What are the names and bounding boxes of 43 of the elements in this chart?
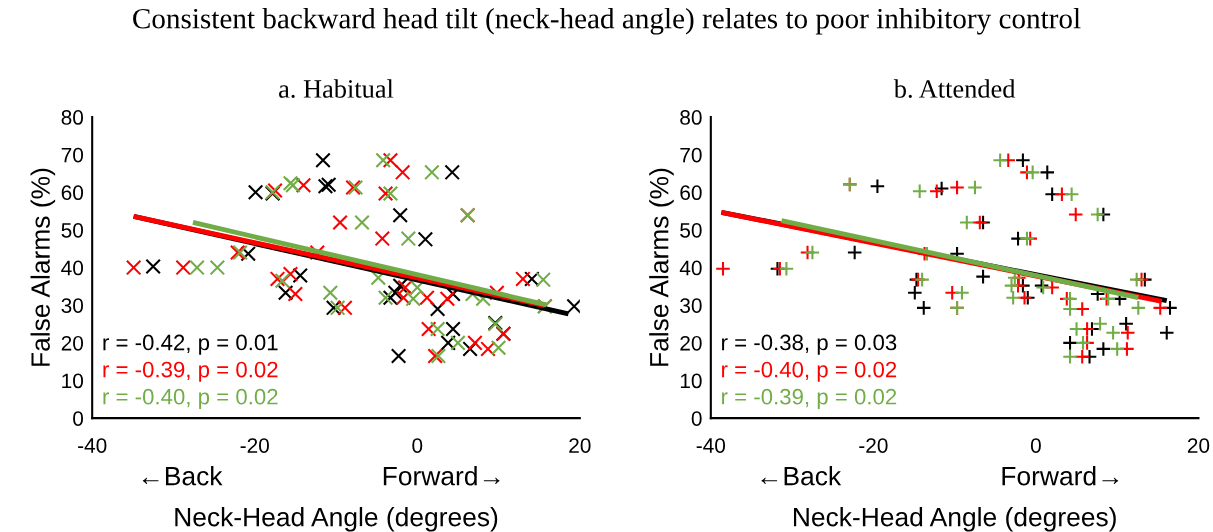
y-tick-label: 70 — [61, 147, 84, 163]
y-tick-label: 80 — [61, 110, 84, 125]
chart-subtitle: a. Habitual — [279, 79, 394, 98]
text: Forward→ — [383, 466, 500, 486]
y-tick-label: 50 — [680, 222, 702, 238]
y-tick-label: 20 — [61, 335, 84, 351]
y-tick-label: 60 — [61, 185, 84, 201]
y-tick-label: 30 — [61, 298, 84, 313]
y-tick-label: 70 — [680, 147, 702, 163]
annotation: r = -0.39, p = 0.02 — [722, 388, 897, 409]
y-tick-label: 20 — [680, 335, 702, 351]
x-tick-label: 0 — [412, 438, 423, 453]
x-tick-label: -40 — [78, 438, 107, 453]
x-tick-label: 20 — [1187, 438, 1210, 453]
x-tick-label: -40 — [696, 438, 726, 453]
x-axis-title: Neck-Head Angle (degrees) — [175, 507, 498, 532]
text: Forward→ — [1002, 466, 1119, 486]
annotation: r = -0.38, p = 0.03 — [722, 334, 897, 355]
x-axis-title: Neck-Head Angle (degrees) — [793, 507, 1116, 532]
y-tick-label: 80 — [680, 110, 702, 125]
y-tick-label: 0 — [691, 411, 702, 426]
y-tick-label: 10 — [62, 373, 84, 389]
x-tick-label: 0 — [1030, 438, 1041, 453]
chart-title: Consistent backward head tilt (neck-head angle) relates to poor inhibitory control — [133, 7, 1081, 35]
y-tick-label: 50 — [61, 222, 84, 238]
y-tick-label: 40 — [679, 260, 702, 276]
x-tick-label: -20 — [240, 438, 269, 453]
annotation: r = -0.40, p = 0.02 — [103, 388, 278, 409]
annotation: r = -0.40, p = 0.02 — [722, 361, 897, 382]
chart-subtitle: b. Attended — [893, 79, 1016, 98]
y-tick-label: 0 — [73, 411, 84, 426]
x-tick-label: -20 — [859, 438, 888, 453]
annotation: r = -0.42, p = 0.01 — [103, 334, 278, 355]
y-axis-title: False Alarms (%) — [30, 168, 56, 366]
y-tick-label: 40 — [61, 260, 84, 276]
y-tick-label: 10 — [680, 373, 702, 389]
y-tick-label: 30 — [680, 298, 702, 313]
annotation: r = -0.39, p = 0.02 — [103, 361, 278, 382]
text: ←Back — [761, 466, 842, 486]
text: ←Back — [142, 466, 223, 486]
x-tick-label: 20 — [569, 438, 591, 453]
y-axis-title: False Alarms (%) — [649, 168, 674, 366]
y-tick-label: 60 — [680, 185, 702, 201]
